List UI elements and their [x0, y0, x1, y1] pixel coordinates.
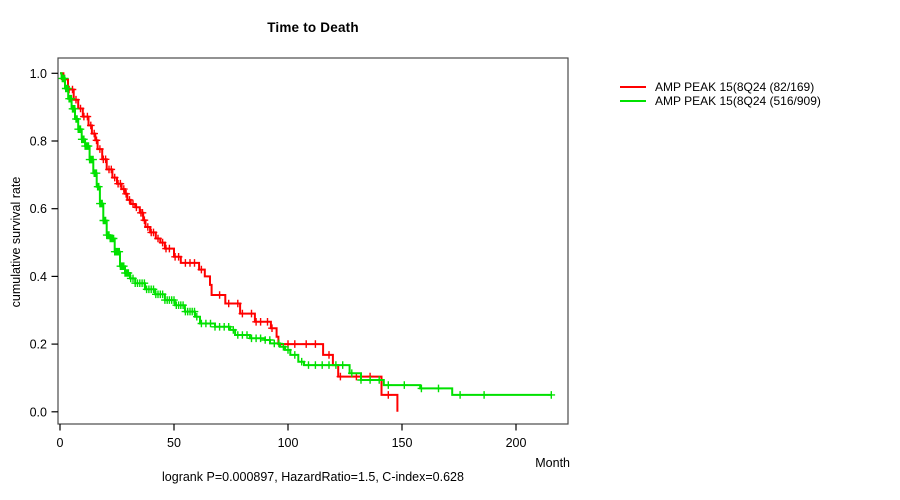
plot-box: [57, 57, 569, 425]
chart-title: Time to Death: [267, 20, 359, 35]
x-axis-label: Month: [535, 456, 570, 470]
svg-text:100: 100: [278, 436, 299, 450]
y-axis-label: cumulative survival rate: [9, 176, 23, 308]
legend-item-group2: AMP PEAK 15(8Q24 (516/909): [620, 93, 821, 108]
legend-line-swatch-green: [620, 99, 646, 102]
legend-label: AMP PEAK 15(8Q24 (516/909): [655, 93, 821, 108]
svg-text:0.0: 0.0: [30, 405, 47, 419]
legend-item-group1: AMP PEAK 15(8Q24 (82/169): [620, 79, 821, 94]
svg-text:0: 0: [57, 436, 64, 450]
legend: AMP PEAK 15(8Q24 (82/169) AMP PEAK 15(8Q…: [620, 80, 821, 108]
legend-label: AMP PEAK 15(8Q24 (82/169): [655, 79, 815, 94]
x-axis-ticks: 0 50 100 150 200: [57, 424, 527, 450]
svg-text:200: 200: [506, 436, 527, 450]
stats-caption: logrank P=0.000897, HazardRatio=1.5, C-i…: [162, 470, 464, 484]
svg-text:50: 50: [167, 436, 181, 450]
km-curve-0: [60, 72, 399, 412]
censor-marks-1: [58, 74, 556, 399]
svg-text:1.0: 1.0: [30, 67, 47, 81]
y-axis-ticks: 0.0 0.2 0.4 0.6 0.8 1.0: [30, 67, 58, 419]
svg-text:0.6: 0.6: [30, 202, 47, 216]
svg-text:0.2: 0.2: [30, 338, 47, 352]
svg-text:150: 150: [392, 436, 413, 450]
svg-text:0.8: 0.8: [30, 135, 47, 149]
svg-text:0.4: 0.4: [30, 270, 47, 284]
legend-line-swatch-red: [620, 85, 646, 88]
